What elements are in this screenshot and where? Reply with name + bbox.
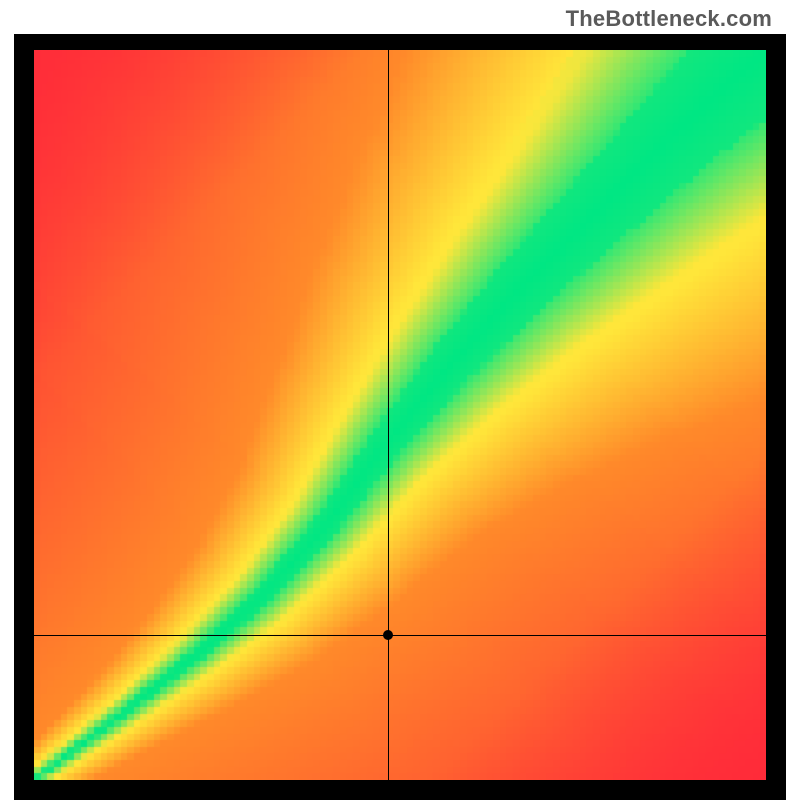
heatmap-canvas: [34, 50, 766, 780]
watermark-text: TheBottleneck.com: [566, 6, 772, 32]
crosshair-vertical: [388, 50, 390, 780]
heatmap-plot: [34, 50, 766, 780]
crosshair-horizontal: [34, 635, 766, 637]
chart-container: TheBottleneck.com: [0, 0, 800, 800]
